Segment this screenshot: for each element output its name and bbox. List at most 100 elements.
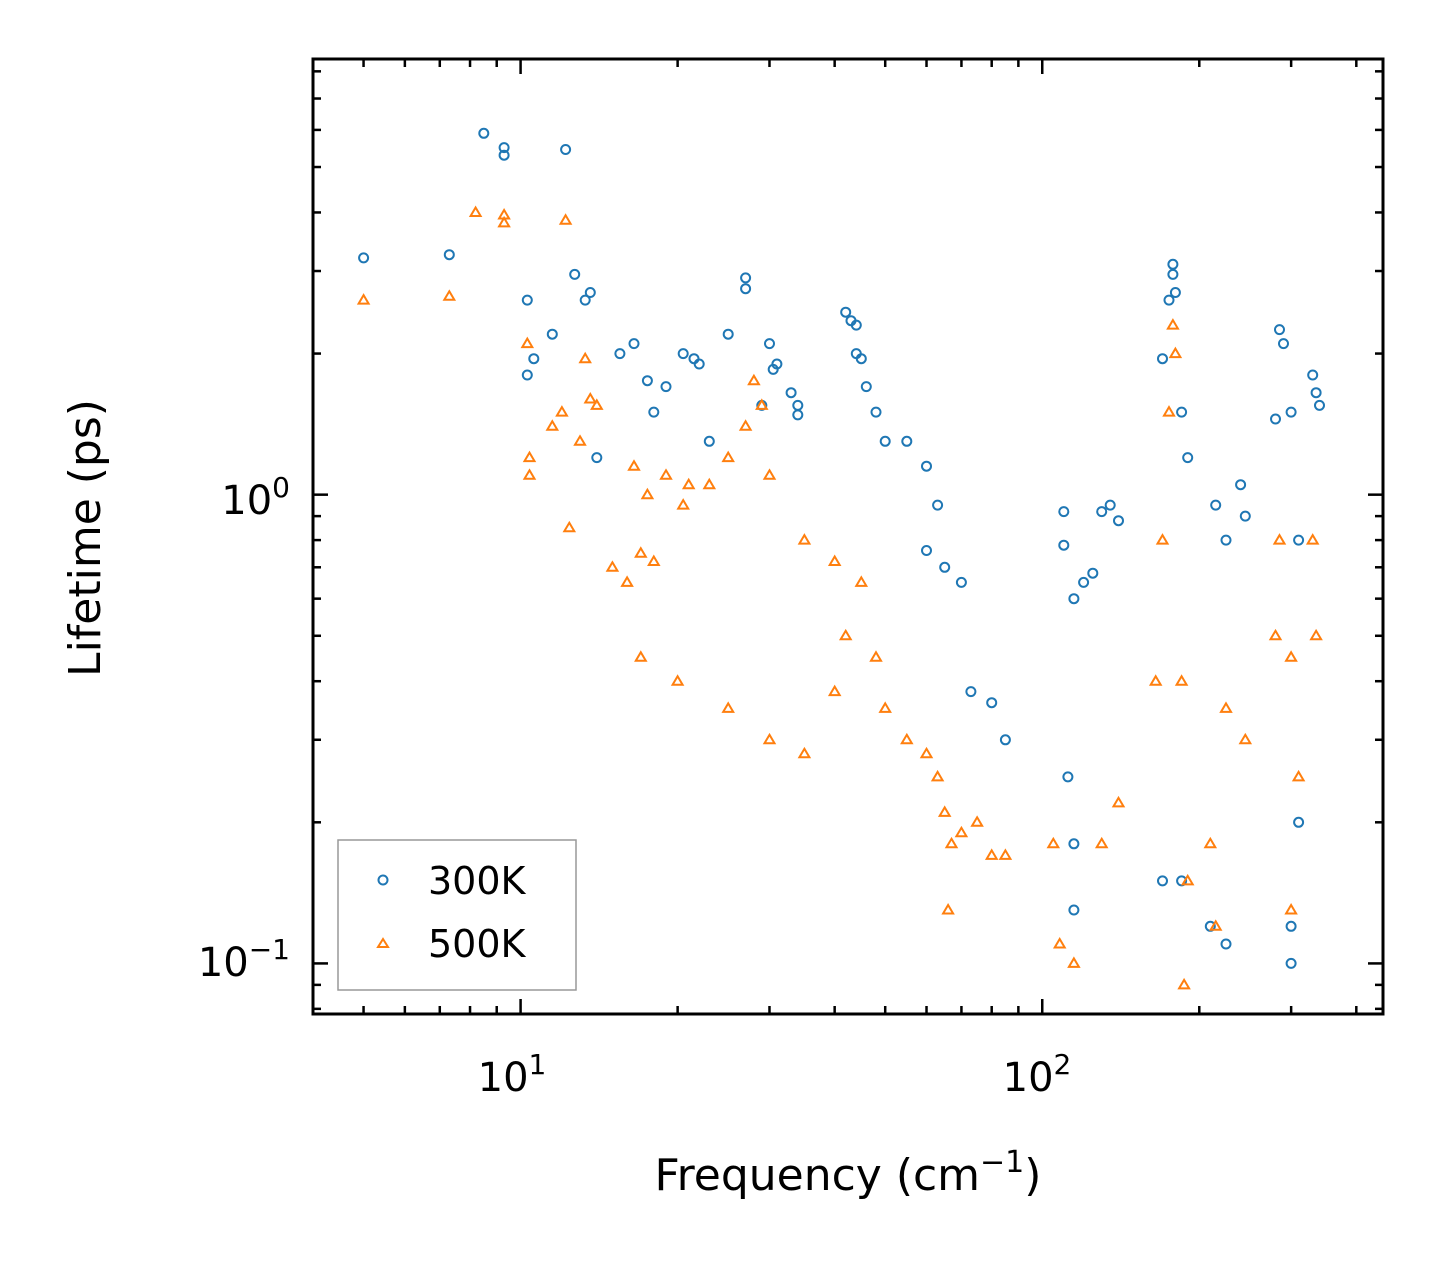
point-300K (569, 268, 581, 280)
x-tick-label-100: 102 (1003, 1048, 1072, 1101)
point-300K (1278, 338, 1289, 350)
point-500K (797, 533, 812, 545)
point-500K (578, 351, 592, 364)
point-300K (614, 348, 626, 360)
point-300K (792, 399, 804, 411)
point-300K (740, 272, 752, 284)
point-500K (1268, 628, 1283, 641)
point-300K (932, 499, 944, 511)
point-500K (640, 487, 655, 500)
point-500K (356, 293, 371, 305)
point-300K (591, 452, 603, 464)
y-tick-label-0.1: 10−1 (198, 933, 290, 986)
point-300K (965, 686, 977, 698)
point-500K (1208, 919, 1223, 931)
y-axis-label: Lifetime (ps) (60, 399, 111, 677)
x-tick-label-10: 101 (478, 1048, 547, 1101)
major-ticks (313, 59, 1383, 1014)
point-300K (1220, 938, 1232, 950)
point-500K (497, 215, 511, 228)
point-300K (1068, 838, 1080, 850)
point-500K (1166, 318, 1180, 330)
point-300K (921, 460, 932, 472)
point-300K (628, 338, 640, 350)
point-300K (1285, 406, 1297, 418)
point-300K (1176, 406, 1188, 418)
legend-label-300k: 300K (428, 859, 527, 903)
point-500K (590, 398, 604, 410)
point-300K (478, 127, 490, 139)
legend: 300K 500K (337, 839, 577, 991)
point-500K (1168, 346, 1183, 359)
point-300K (1068, 904, 1080, 916)
point-300K (1068, 593, 1080, 605)
point-300K (528, 353, 540, 365)
point-500K (1238, 732, 1253, 745)
point-500K (627, 459, 641, 471)
point-300K (1062, 771, 1074, 783)
point-300K (1087, 567, 1099, 579)
point-500K (468, 205, 483, 217)
point-300K (850, 319, 862, 331)
point-500K (900, 732, 914, 745)
point-500K (1284, 650, 1298, 662)
point-500K (919, 746, 934, 759)
point-500K (558, 213, 573, 225)
point-500K (1155, 533, 1170, 545)
point-500K (954, 825, 969, 838)
point-500K (797, 746, 812, 759)
point-300K (521, 294, 533, 306)
point-500K (1046, 836, 1061, 849)
point-500K (634, 546, 648, 558)
point-500K (522, 450, 537, 463)
point-500K (573, 434, 587, 446)
legend-marker-300k (377, 874, 389, 886)
point-500K (1148, 674, 1163, 686)
point-300K (1239, 510, 1251, 522)
point-300K (1169, 287, 1181, 298)
point-500K (670, 674, 685, 686)
point-500K (721, 701, 735, 713)
point-500K (647, 554, 661, 566)
point-500K (497, 208, 511, 220)
point-300K (498, 149, 510, 161)
point-300K (1285, 920, 1297, 932)
point-300K (722, 328, 734, 340)
point-500K (702, 477, 717, 490)
point-500K (721, 450, 735, 463)
point-300K (521, 369, 533, 381)
point-300K (641, 375, 653, 387)
point-300K (1220, 534, 1232, 546)
x-axis-label: Frequency (cm−1) (655, 1145, 1042, 1201)
point-300K (677, 348, 689, 360)
legend-marker-500k (376, 937, 390, 948)
point-300K (1270, 413, 1281, 425)
point-500K (1305, 533, 1320, 545)
point-500K (869, 650, 883, 662)
point-500K (747, 373, 761, 386)
point-500K (937, 805, 952, 817)
point-300K (1274, 324, 1285, 336)
point-300K (1307, 369, 1319, 381)
point-500K (545, 419, 560, 431)
y-tick-label-1: 100 (221, 471, 290, 524)
point-300K (358, 252, 370, 264)
point-500K (522, 468, 537, 480)
point-300K (648, 406, 660, 418)
point-300K (860, 381, 872, 393)
point-300K (785, 387, 797, 399)
point-500K (878, 701, 892, 713)
point-300K (1104, 499, 1116, 511)
point-300K (579, 294, 591, 306)
point-500K (1052, 937, 1067, 949)
point-300K (901, 435, 913, 447)
point-300K (1113, 515, 1124, 527)
point-300K (498, 142, 510, 154)
point-500K (738, 419, 753, 431)
point-500K (944, 836, 959, 849)
point-300K (1058, 506, 1070, 518)
point-300K (939, 561, 951, 573)
point-300K (1293, 816, 1305, 828)
point-300K (1235, 479, 1247, 491)
